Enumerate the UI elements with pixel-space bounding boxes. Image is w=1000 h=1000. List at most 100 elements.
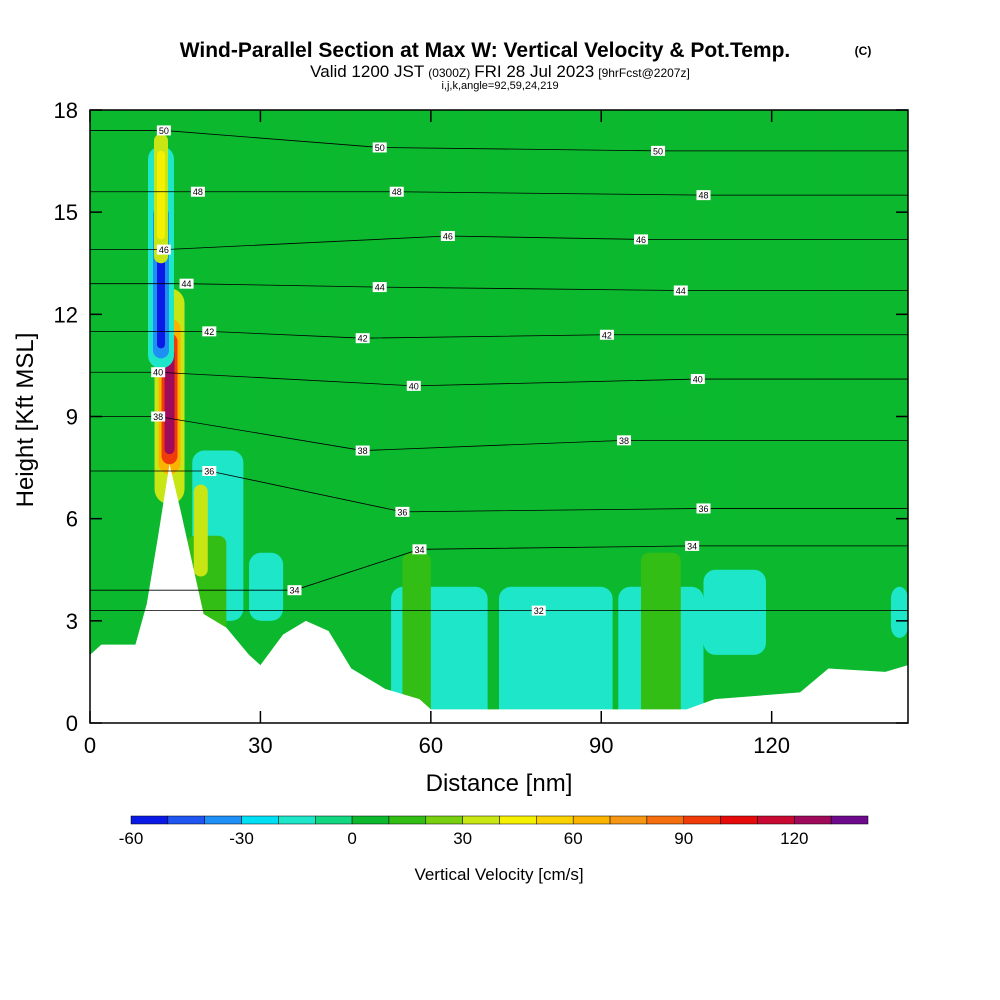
theta-label-box xyxy=(190,186,205,197)
valid-time-line: Valid 1200 JST (0300Z) FRI 28 Jul 2023 [9hr… xyxy=(310,62,690,81)
y-tick-label: 6 xyxy=(66,507,78,532)
theta-label-box xyxy=(616,435,631,446)
y-tick-label: 18 xyxy=(54,98,78,123)
velocity-stripe xyxy=(880,348,899,519)
chart-title: Wind-Parallel Section at Max W: Vertical… xyxy=(180,39,791,62)
colorbar-tick-label: 90 xyxy=(674,829,693,848)
theta-label-box xyxy=(372,282,387,293)
descent-pool xyxy=(249,552,284,621)
descent-pool xyxy=(890,586,908,638)
theta-label-box xyxy=(372,142,387,153)
colorbar-segment xyxy=(794,815,832,825)
y-tick-label: 0 xyxy=(66,711,78,736)
grid-indices: i,j,k,angle=92,59,24,219 xyxy=(441,80,558,92)
theta-label-box xyxy=(406,380,421,391)
x-tick-label: 60 xyxy=(419,733,443,758)
theta-label-box xyxy=(151,411,166,422)
theta-label: 34 xyxy=(414,545,424,555)
theta-label-box xyxy=(156,244,171,255)
theta-label: 36 xyxy=(397,507,407,517)
theta-label: 40 xyxy=(153,368,163,378)
colorbar-label: Vertical Velocity [cm/s] xyxy=(414,865,583,884)
theta-label-box xyxy=(395,506,410,517)
theta-contour-labels: 50 50 50 48 48 48 46 46 46 44 44 44 42 42 42 40 40 40 38 38… xyxy=(151,125,711,616)
y-tick-label: 12 xyxy=(54,302,78,327)
theta-label-box xyxy=(531,605,546,616)
theta-label-box xyxy=(151,367,166,378)
theta-label: 42 xyxy=(358,334,368,344)
colorbar-tick-label: -60 xyxy=(119,829,144,848)
theta-label-box xyxy=(685,540,700,551)
x-tick-label: 30 xyxy=(248,733,272,758)
terrain-mask xyxy=(90,464,908,723)
theta-label: 36 xyxy=(698,504,708,514)
theta-label-box xyxy=(156,125,171,136)
theta-label: 46 xyxy=(443,232,453,242)
velocity-stripe xyxy=(307,110,326,315)
theta-label-box xyxy=(287,585,302,596)
colorbar-segment xyxy=(683,815,721,825)
theta-label: 44 xyxy=(375,283,385,293)
colorbar-tick-label: 30 xyxy=(453,829,472,848)
copyright-mark: (C) xyxy=(855,44,872,58)
velocity-stripe xyxy=(392,110,411,383)
colorbar-segment xyxy=(204,815,242,825)
colorbar-segment xyxy=(241,815,279,825)
theta-label-box xyxy=(673,285,688,296)
colorbar-segment xyxy=(130,815,169,825)
velocity-stripe xyxy=(625,110,644,485)
theta-label: 40 xyxy=(409,381,419,391)
theta-label: 40 xyxy=(693,375,703,385)
theta-label: 50 xyxy=(653,146,663,156)
y-axis-label: Height [Kft MSL] xyxy=(12,333,39,508)
x-tick-label: 120 xyxy=(753,733,790,758)
theta-label-box xyxy=(690,374,705,385)
colorbar-segment xyxy=(609,815,648,825)
y-tick-label: 3 xyxy=(66,609,78,634)
theta-label: 50 xyxy=(375,143,385,153)
x-tick-label: 90 xyxy=(589,733,613,758)
y-tick-label: 9 xyxy=(66,405,78,430)
colorbar-tick-label: -30 xyxy=(229,829,254,848)
ascent-patch xyxy=(402,552,431,723)
x-axis-label: Distance [nm] xyxy=(426,770,573,797)
theta-label: 48 xyxy=(392,187,402,197)
velocity-cores xyxy=(148,133,208,577)
ascent-patch xyxy=(641,552,681,723)
theta-label: 44 xyxy=(676,286,686,296)
theta-label: 44 xyxy=(182,279,192,289)
theta-label-box xyxy=(202,465,217,476)
velocity-stripe xyxy=(233,110,252,485)
plot-area: 50 50 50 48 48 48 46 46 46 44 44 44 42 42 42 40 40 40 38 38… xyxy=(90,110,908,723)
velocity-stripe xyxy=(193,110,212,417)
theta-label: 34 xyxy=(289,586,299,596)
velocity-stripe xyxy=(534,110,553,383)
colorbar-segment xyxy=(278,815,316,825)
x-tick-label: 0 xyxy=(84,733,96,758)
velocity-stripe xyxy=(801,110,820,383)
theta-label-box xyxy=(440,231,455,242)
velocity-stripe xyxy=(256,110,275,383)
velocity-stripes xyxy=(108,110,908,723)
colorbar-segment xyxy=(315,815,353,825)
theta-label: 38 xyxy=(619,436,629,446)
theta-label: 46 xyxy=(159,245,169,255)
colorbar-segment xyxy=(167,815,205,825)
colorbar: -60 -30 0 30 60 90 120 xyxy=(119,815,869,848)
velocity-stripe xyxy=(579,110,598,451)
colorbar-segment xyxy=(720,815,758,825)
theta-label-box xyxy=(696,190,711,201)
updraft-core-max xyxy=(164,348,175,455)
x-axis: 0 30 60 90 120 xyxy=(84,110,790,758)
theta-label-box xyxy=(202,326,217,337)
upper-updraft-ring xyxy=(157,150,166,240)
colorbar-segment xyxy=(572,815,611,825)
theta-label-box xyxy=(179,278,194,289)
theta-label: 38 xyxy=(153,412,163,422)
velocity-stripe xyxy=(659,110,678,417)
colorbar-segment xyxy=(499,815,537,825)
theta-label: 34 xyxy=(687,541,697,551)
theta-label: 48 xyxy=(698,191,708,201)
theta-label: 42 xyxy=(602,330,612,340)
theta-label-box xyxy=(355,333,370,344)
